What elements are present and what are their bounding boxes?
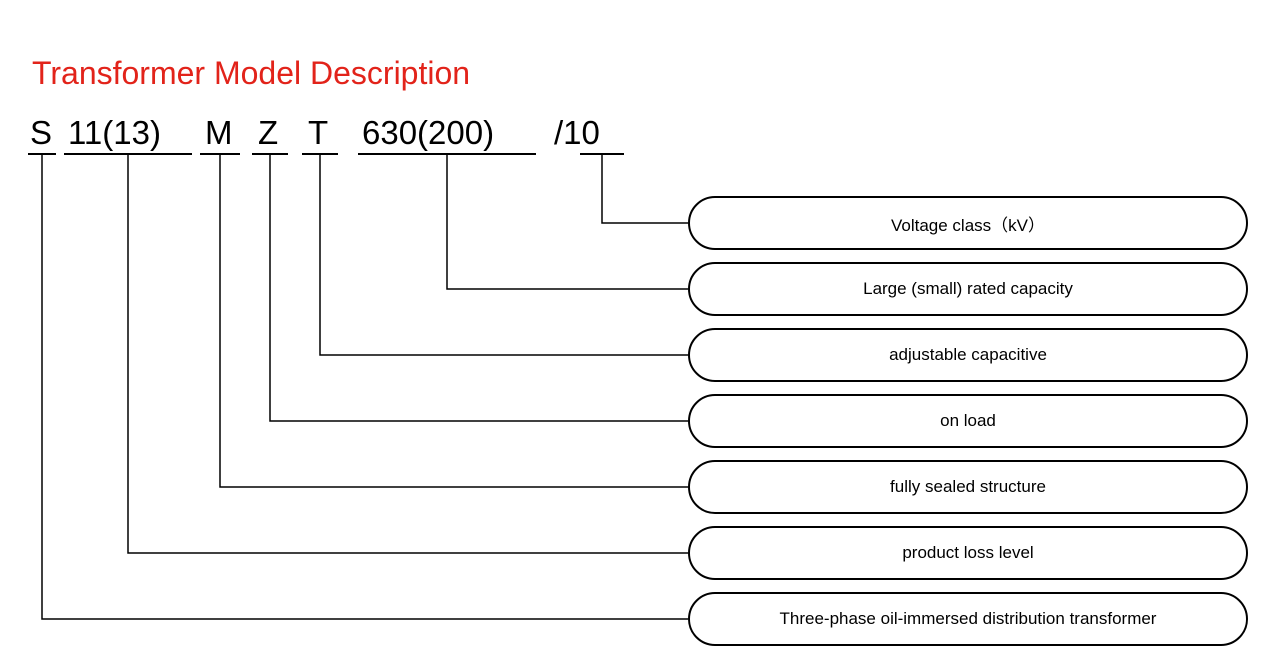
connector-desc-onload [270, 155, 688, 421]
code-underline-seg-slash-10 [580, 153, 624, 155]
desc-loss: product loss level [688, 526, 1248, 580]
connector-desc-sealed [220, 155, 688, 487]
code-underline-seg-z [252, 153, 288, 155]
connector-desc-loss [128, 155, 688, 553]
desc-threephase-label: Three-phase oil-immersed distribution tr… [780, 609, 1157, 629]
connector-desc-adjustable [320, 155, 688, 355]
desc-voltage: Voltage class（kV） [688, 196, 1248, 250]
code-segment-seg-z: Z [258, 114, 278, 152]
code-segment-seg-s: S [30, 114, 52, 152]
diagram-canvas: Transformer Model Description S11(13)MZT… [0, 0, 1269, 668]
code-segment-seg-t: T [308, 114, 328, 152]
connector-desc-threephase [42, 155, 688, 619]
code-underline-seg-m [200, 153, 240, 155]
desc-onload-label: on load [940, 411, 996, 431]
connector-desc-voltage [602, 155, 688, 223]
connector-desc-capacity [447, 155, 688, 289]
code-segment-seg-m: M [205, 114, 233, 152]
code-segment-seg-11-13: 11(13) [68, 114, 161, 152]
code-underline-seg-t [302, 153, 338, 155]
desc-capacity: Large (small) rated capacity [688, 262, 1248, 316]
desc-voltage-label: Voltage class（kV） [891, 211, 1045, 236]
code-underline-seg-s [28, 153, 56, 155]
code-underline-seg-630-200 [358, 153, 536, 155]
desc-loss-label: product loss level [902, 543, 1033, 563]
diagram-title: Transformer Model Description [32, 55, 470, 92]
desc-sealed-label: fully sealed structure [890, 477, 1046, 497]
desc-adjustable-label: adjustable capacitive [889, 345, 1047, 365]
code-segment-seg-slash-10: /10 [554, 114, 600, 152]
desc-onload: on load [688, 394, 1248, 448]
desc-sealed: fully sealed structure [688, 460, 1248, 514]
desc-threephase: Three-phase oil-immersed distribution tr… [688, 592, 1248, 646]
desc-adjustable: adjustable capacitive [688, 328, 1248, 382]
desc-capacity-label: Large (small) rated capacity [863, 279, 1073, 299]
code-underline-seg-11-13 [64, 153, 192, 155]
code-segment-seg-630-200: 630(200) [362, 114, 494, 152]
